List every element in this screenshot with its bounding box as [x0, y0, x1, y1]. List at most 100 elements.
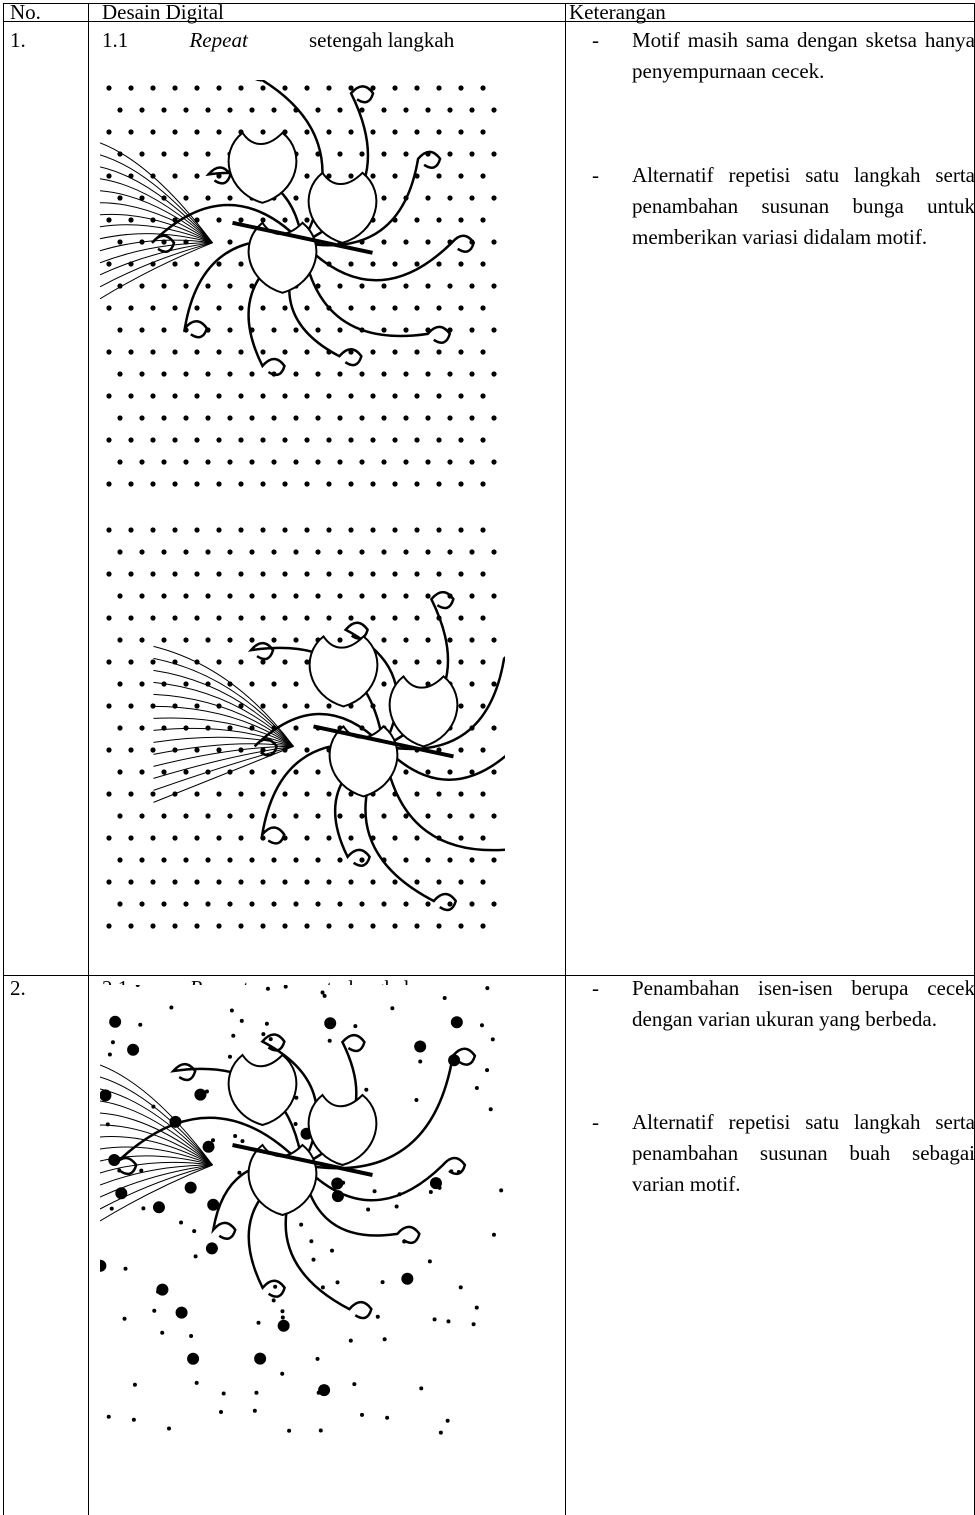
batik-ornament: [172, 527, 177, 532]
batik-ornament: [117, 813, 122, 818]
batik-ornament: [337, 371, 342, 376]
batik-ornament: [469, 327, 474, 332]
header-cell: Desain Digital: [102, 0, 224, 28]
batik-ornament: [249, 769, 254, 774]
batik-ornament: [326, 437, 331, 442]
batik-ornament: [458, 703, 463, 708]
batik-ornament: [161, 283, 166, 288]
batik-ornament: [260, 437, 265, 442]
batik-ornament: [282, 217, 287, 222]
batik-ornament: [326, 393, 331, 398]
batik-ornament: [403, 283, 408, 288]
batik-ornament: [194, 747, 199, 752]
batik-ornament: [304, 747, 309, 752]
batik-ornament: [216, 571, 221, 576]
batik-ornament: [315, 769, 320, 774]
batik-ornament: [194, 85, 199, 90]
batik-ornament: [128, 393, 133, 398]
note: - Alternatif repetisi satu langkah serta…: [580, 160, 975, 253]
batik-ornament: [359, 593, 364, 598]
batik-ornament: [447, 459, 452, 464]
batik-ornament: [161, 637, 166, 642]
batik-ornament: [370, 481, 375, 486]
batik-ornament: [315, 857, 320, 862]
batik-ornament: [459, 1285, 463, 1289]
batik-ornament: [293, 769, 298, 774]
batik-ornament: [304, 129, 309, 134]
batik-ornament: [205, 415, 210, 420]
batik-ornament: [260, 791, 265, 796]
batik-ornament: [117, 725, 122, 730]
batik-ornament: [337, 459, 342, 464]
batik-ornament: [139, 283, 144, 288]
batik-ornament: [216, 615, 221, 620]
batik-ornament: [414, 393, 419, 398]
batik-ornament: [315, 371, 320, 376]
batik-ornament: [227, 327, 232, 332]
batik-ornament: [139, 459, 144, 464]
batik-ornament: [172, 615, 177, 620]
batik-ornament: [381, 107, 386, 112]
caption-term: Repeat: [189, 25, 247, 56]
batik-ornament: [403, 637, 408, 642]
batik-ornament: [315, 327, 320, 332]
batik-ornament: [150, 615, 155, 620]
batik-ornament: [472, 1322, 476, 1326]
batik-ornament: [337, 901, 342, 906]
batik-ornament: [150, 393, 155, 398]
batik-ornament: [348, 615, 353, 620]
batik-ornament: [491, 901, 496, 906]
batik-ornament: [128, 527, 133, 532]
batik-ornament: [480, 703, 485, 708]
batik-ornament: [414, 527, 419, 532]
batik-ornament: [282, 437, 287, 442]
batik-ornament: [282, 703, 287, 708]
batik-ornament: [219, 1410, 223, 1414]
batik-ornament: [326, 481, 331, 486]
batik-ornament: [436, 173, 441, 178]
batik-ornament: [491, 371, 496, 376]
batik-ornament: [414, 481, 419, 486]
batik-ornament: [446, 1319, 450, 1323]
batik-ornament: [299, 1223, 303, 1227]
batik-ornament: [293, 195, 298, 200]
batik-ornament: [447, 151, 452, 156]
batik-ornament: [260, 571, 265, 576]
batik-ornament: [414, 437, 419, 442]
batik-ornament: [150, 305, 155, 310]
batik-ornament: [238, 659, 243, 664]
batik-ornament: [271, 549, 276, 554]
batik-ornament: [304, 349, 309, 354]
batik-ornament: [385, 1416, 389, 1420]
batik-ornament: [172, 129, 177, 134]
batik-ornament: [194, 571, 199, 576]
batik-ornament: [414, 1098, 418, 1102]
batik-ornament: [392, 129, 397, 134]
batik-ornament: [194, 481, 199, 486]
batik-ornament: [260, 879, 265, 884]
batik-ornament: [349, 1339, 353, 1343]
batik-ornament: [205, 813, 210, 818]
batik-ornament: [458, 659, 463, 664]
batik-ornament: [370, 393, 375, 398]
batik-ornament: [414, 349, 419, 354]
batik-ornament: [271, 415, 276, 420]
batik-ornament: [315, 107, 320, 112]
batik-ornament: [414, 261, 419, 266]
batik-ornament: [458, 747, 463, 752]
batik-ornament: [160, 1331, 164, 1335]
batik-ornament: [425, 857, 430, 862]
batik-ornament: [425, 283, 430, 288]
batik-ornament: [156, 1290, 160, 1294]
batik-ornament: [205, 901, 210, 906]
batik-ornament: [304, 527, 309, 532]
batik-ornament: [231, 1034, 235, 1038]
batik-ornament: [348, 923, 353, 928]
batik-ornament: [282, 615, 287, 620]
batik-ornament: [447, 637, 452, 642]
batik-ornament: [183, 549, 188, 554]
batik-ornament: [381, 637, 386, 642]
batik-ornament: [271, 637, 276, 642]
batik-ornament: [430, 1177, 442, 1189]
batik-ornament: [205, 107, 210, 112]
